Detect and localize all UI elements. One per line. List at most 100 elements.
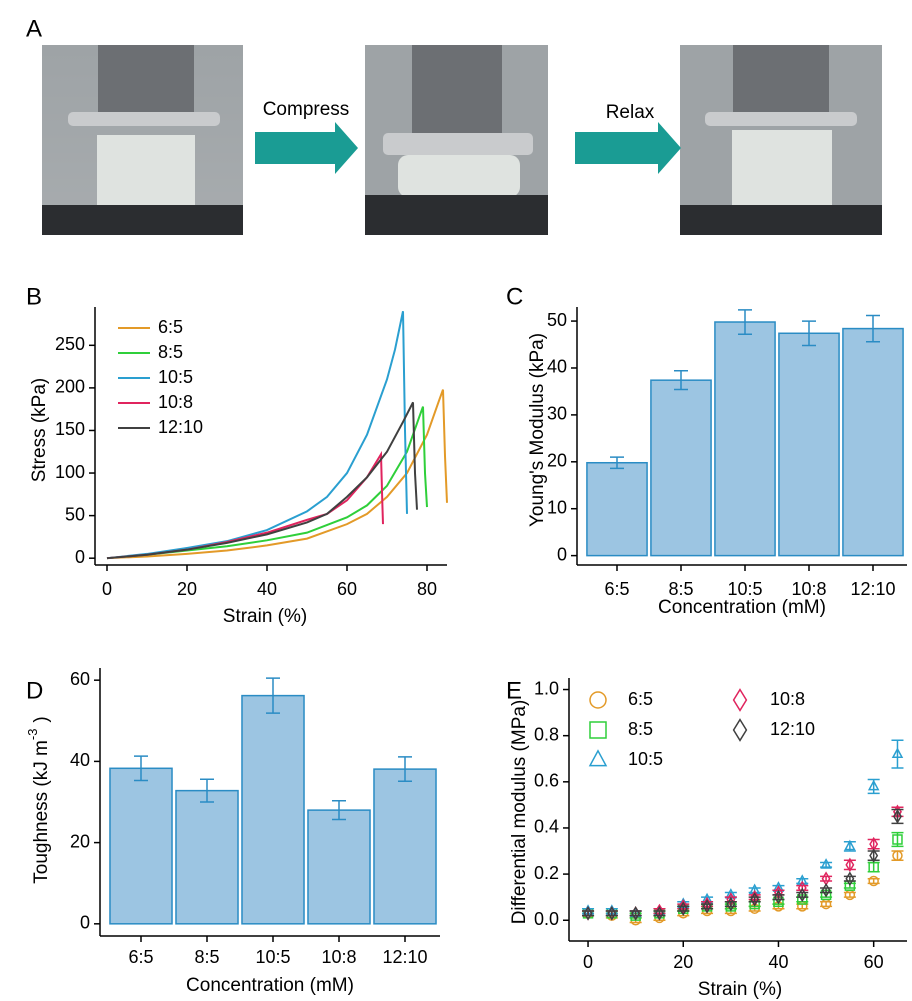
error-bar: [674, 370, 688, 391]
x-axis-title: Strain (%): [223, 606, 307, 627]
x-tick-label: 20: [673, 952, 693, 972]
y-tick-label: 0.0: [534, 909, 559, 929]
error-bar: [701, 903, 714, 910]
y-axis-title-part: ): [31, 716, 52, 722]
error-bar: [266, 677, 280, 714]
y-axis-title: Stress (kPa): [29, 378, 50, 483]
marker: [607, 906, 617, 921]
legend-label: 6:5: [158, 317, 183, 337]
legend-label: 10:8: [158, 392, 193, 412]
photo: [42, 45, 243, 235]
legend-marker: [732, 718, 748, 742]
bar: [175, 789, 239, 925]
legend-marker: [589, 691, 607, 709]
marker: [892, 834, 903, 845]
error-bar: [398, 756, 412, 783]
y-tick-label: 150: [55, 419, 85, 439]
marker: [867, 779, 880, 791]
error-bar: [582, 910, 595, 917]
error-bar: [610, 456, 624, 470]
error-bar: [200, 778, 214, 803]
photo: [365, 45, 548, 235]
x-tick-label: 12:10: [850, 579, 895, 599]
y-tick-label: 0.6: [534, 771, 559, 791]
error-bar: [843, 875, 856, 882]
legend-label: 6:5: [628, 689, 653, 709]
error-bar: [738, 309, 752, 335]
error-bar: [677, 905, 690, 912]
legend-label: 12:10: [158, 417, 203, 437]
x-tick-label: 60: [337, 579, 357, 599]
error-bar: [772, 894, 785, 901]
x-tick-label: 8:5: [194, 947, 219, 967]
x-tick-label: 6:5: [128, 947, 153, 967]
error-bar: [820, 875, 833, 882]
y-tick-label: 250: [55, 334, 85, 354]
marker: [726, 896, 736, 912]
x-tick-label: 10:8: [791, 579, 826, 599]
x-tick-label: 0: [102, 579, 112, 599]
error-bar: [866, 314, 880, 343]
error-bar: [724, 901, 737, 908]
y-tick-label: 0: [80, 913, 90, 933]
x-tick-label: 40: [257, 579, 277, 599]
error-bar: [134, 755, 148, 782]
y-tick-label: 40: [547, 357, 567, 377]
marker: [868, 875, 879, 887]
panel-label: D: [26, 677, 43, 704]
y-tick-label: 60: [70, 669, 90, 689]
panel-label: C: [506, 283, 523, 310]
panel-label: B: [26, 283, 42, 310]
marker: [702, 896, 712, 912]
legend-label: 12:10: [770, 719, 815, 739]
x-tick-label: 10:5: [255, 947, 290, 967]
y-tick-label: 0: [75, 547, 85, 567]
x-tick-label: 0: [583, 952, 593, 972]
line: [106, 401, 418, 560]
marker: [773, 889, 783, 905]
legend-label: 10:5: [628, 749, 663, 769]
marker: [891, 747, 904, 759]
bar: [778, 332, 840, 557]
legend-label: 8:5: [628, 719, 653, 739]
legend-label: 10:8: [770, 689, 805, 709]
marker: [750, 889, 760, 905]
y-tick-label: 0.8: [534, 724, 559, 744]
x-tick-label: 6:5: [604, 579, 629, 599]
photo: [680, 45, 882, 235]
marker: [678, 901, 688, 916]
marker: [583, 906, 593, 921]
legend-marker: [589, 721, 607, 739]
x-tick-label: 10:5: [727, 579, 762, 599]
marker: [892, 850, 903, 861]
error-bar: [605, 910, 618, 917]
bar: [714, 321, 776, 557]
y-axis-title: Toughness (kJ m-3): [25, 716, 52, 884]
error-bar: [653, 910, 666, 917]
marker: [821, 882, 831, 898]
bar: [307, 809, 371, 925]
error-bar: [891, 739, 904, 769]
marker: [654, 906, 664, 921]
bar: [650, 379, 712, 557]
legend-marker: [732, 688, 748, 712]
step-label: Compress: [263, 99, 350, 120]
bar: [842, 327, 904, 557]
y-tick-label: 50: [547, 310, 567, 330]
x-axis-title: Concentration (mM): [186, 975, 354, 996]
y-tick-label: 100: [55, 462, 85, 482]
y-axis-title-sup: -3: [25, 729, 40, 741]
arrow: [575, 122, 681, 174]
y-tick-label: 40: [70, 750, 90, 770]
marker: [797, 887, 807, 903]
x-tick-label: 20: [177, 579, 197, 599]
y-tick-label: 30: [547, 404, 567, 424]
arrow: [255, 122, 358, 174]
bar: [109, 767, 173, 925]
line: [106, 311, 408, 560]
marker: [869, 848, 879, 863]
step-label: Relax: [606, 102, 655, 123]
y-axis-title: Differential modulus (MPa): [509, 700, 530, 925]
marker: [796, 874, 809, 885]
